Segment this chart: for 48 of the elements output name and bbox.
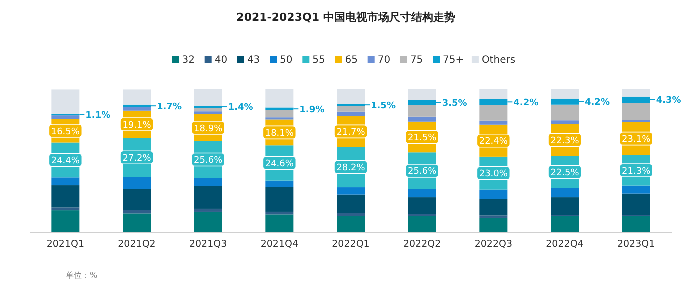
data-label: 4.2% <box>585 98 610 108</box>
data-label: 22.4% <box>479 137 508 148</box>
chart-title: 2021-2023Q1 中国电视市场尺寸结构走势 <box>236 11 456 24</box>
data-label: 16.5% <box>51 127 80 138</box>
legend-label: 55 <box>312 55 326 66</box>
data-label: 22.3% <box>550 136 580 146</box>
data-label: 27.2% <box>122 154 152 164</box>
legend-label: 70 <box>378 55 391 66</box>
data-label: 24.6% <box>265 160 294 170</box>
legend-label: 75 <box>410 55 424 66</box>
legend-label: 75+ <box>443 55 464 66</box>
data-label: 25.6% <box>408 167 438 178</box>
data-label: 21.7% <box>336 128 366 138</box>
data-label: 23.0% <box>479 170 508 180</box>
x-tick-label: 2022Q1 <box>332 239 370 250</box>
data-label: 4.2% <box>514 98 539 108</box>
data-label: 23.1% <box>622 135 652 146</box>
x-tick-label: 2021Q2 <box>118 239 156 250</box>
data-label: 24.4% <box>51 156 80 167</box>
data-label: 19.1% <box>122 120 152 131</box>
data-label: 1.4% <box>228 103 254 114</box>
x-tick-label: 2021Q1 <box>46 239 85 250</box>
x-tick-label: 2021Q4 <box>260 239 299 250</box>
data-label: 18.1% <box>265 128 294 139</box>
text: 单位：% <box>66 271 98 280</box>
data-label: 21.3% <box>622 166 652 177</box>
data-label: 22.5% <box>550 168 580 178</box>
data-label: 25.6% <box>194 156 224 166</box>
data-label: 21.5% <box>408 134 438 144</box>
data-label: 1.1% <box>86 111 111 122</box>
data-label: 28.2% <box>336 164 366 174</box>
x-tick-label: 2021Q3 <box>189 239 228 250</box>
data-label: 18.9% <box>194 124 224 134</box>
legend-label: 32 <box>182 55 195 66</box>
legend-label: 40 <box>214 55 228 66</box>
legend-label: Others <box>482 55 516 66</box>
data-label: 1.5% <box>371 101 396 112</box>
data-label: 1.9% <box>300 105 325 116</box>
x-tick-label: 2022Q3 <box>474 239 513 250</box>
x-tick-label: 2022Q2 <box>403 239 442 250</box>
legend-label: 65 <box>345 55 358 66</box>
x-tick-label: 2023Q1 <box>617 239 656 250</box>
legend-label: 50 <box>280 55 293 66</box>
data-label: 1.7% <box>157 102 182 112</box>
x-tick-label: 2022Q4 <box>546 239 584 250</box>
legend-label: 43 <box>247 55 260 66</box>
data-label: 3.5% <box>442 99 468 110</box>
data-label: 4.3% <box>656 96 682 106</box>
